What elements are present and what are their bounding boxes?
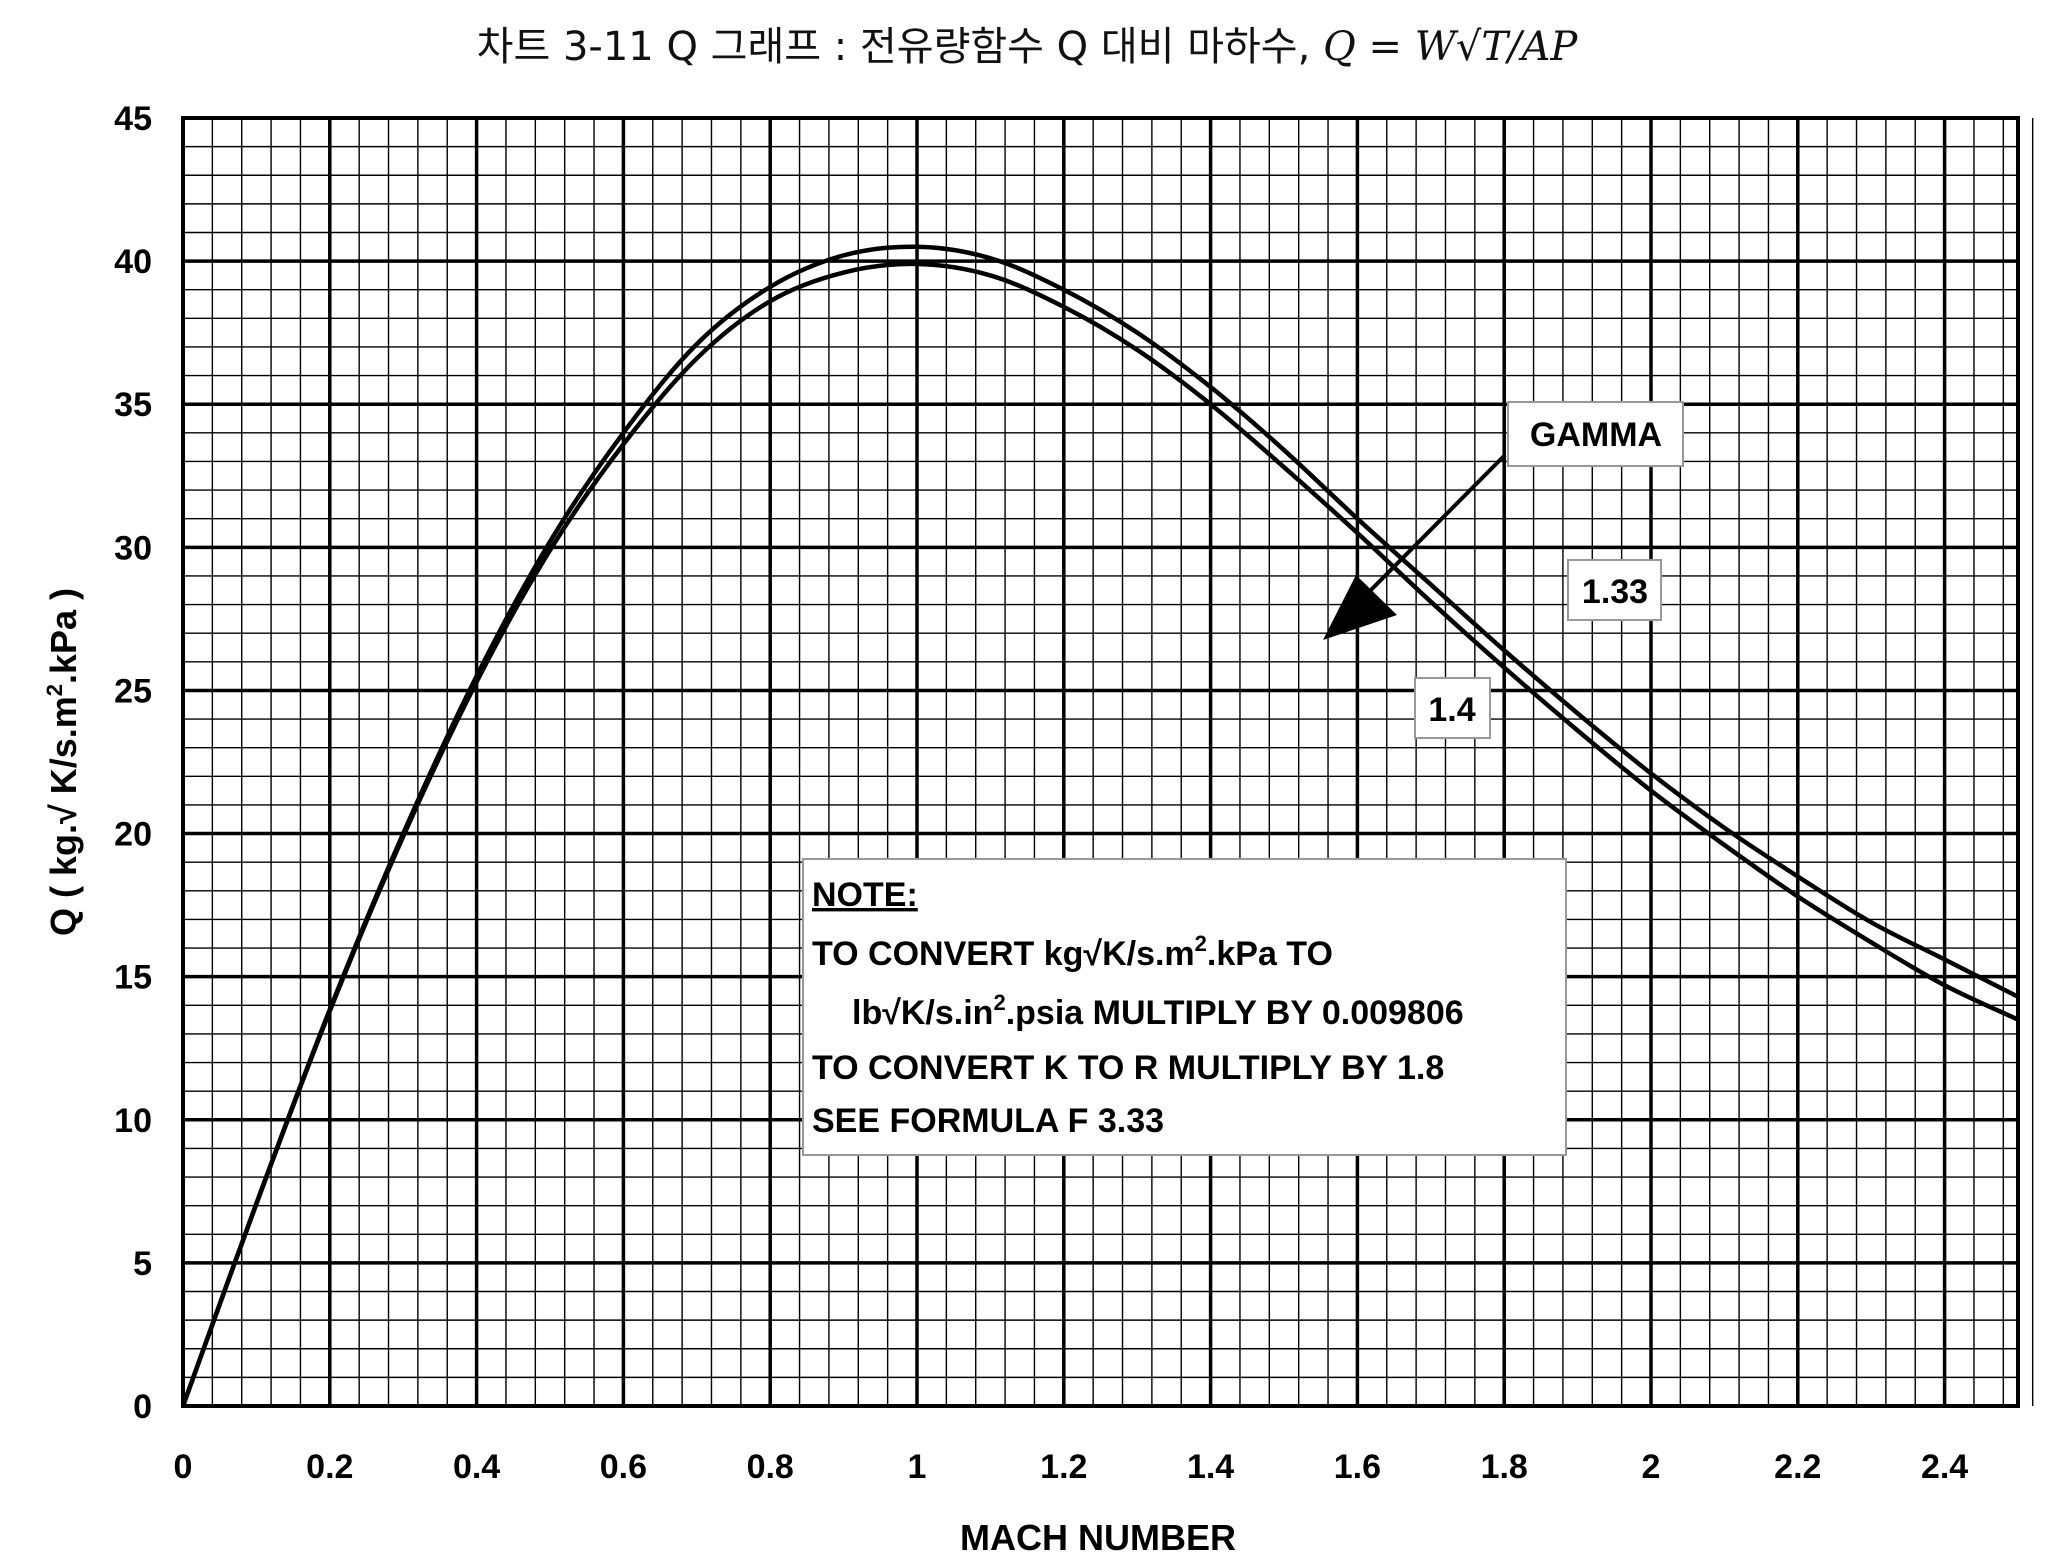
y-axis-title-prefix: Q ( kg.√ K/s.m: [43, 696, 84, 936]
chart-title: 차트 3-11 Q 그래프 : 전유량함수 Q 대비 마하수, Q = W√T/…: [0, 14, 2054, 72]
x-tick-label: 1.8: [1481, 1448, 1528, 1486]
y-tick-label: 15: [114, 959, 152, 997]
x-tick-label: 0.8: [747, 1448, 794, 1486]
x-tick-label: 1.4: [1187, 1448, 1234, 1486]
gamma-annotation: GAMMA: [1323, 401, 1684, 640]
y-tick-label: 30: [114, 529, 152, 567]
y-tick-label: 20: [114, 816, 152, 854]
x-tick-label: 0.6: [600, 1448, 647, 1486]
y-tick-label: 5: [133, 1245, 152, 1283]
y-tick-label: 35: [114, 386, 152, 424]
note-box-frame: [802, 858, 1567, 1156]
y-tick-label: 0: [133, 1388, 152, 1426]
note-line-1-suffix: .kPa TO: [1207, 935, 1333, 973]
note-heading: NOTE:: [812, 876, 918, 914]
x-axis-title: MACH NUMBER: [960, 1517, 1236, 1558]
y-tick-labels: 0 5 10 15 20 25 30 35 40 45: [114, 100, 152, 1426]
note-line-3: TO CONVERT K TO R MULTIPLY BY 1.8: [812, 1049, 1444, 1087]
x-tick-label: 2: [1642, 1448, 1661, 1486]
note-box: NOTE: TO CONVERT kg√K/s.m2.kPa TO lb√K/s…: [802, 858, 1567, 1156]
chart-title-text: 차트 3-11 Q 그래프 : 전유량함수 Q 대비 마하수,: [476, 24, 1324, 70]
gamma-arrow-line: [1356, 453, 1507, 605]
series-line-gamma-1-4: [180, 261, 2019, 1407]
gamma-label-box: [1507, 401, 1684, 467]
curve-label-14: 1.4: [1414, 677, 1491, 739]
note-line-2: lb√K/s.in2.psia MULTIPLY BY 0.009806: [852, 990, 1464, 1032]
curve-label-14-text: 1.4: [1428, 691, 1475, 729]
x-tick-labels: 0 0.2 0.4 0.6 0.8 1 1.2 1.4 1.6 1.8 2 2.2 2.4: [174, 1448, 1969, 1486]
x-tick-label: 0: [174, 1448, 193, 1486]
x-tick-label: 1: [908, 1448, 927, 1486]
y-axis-title-suffix: .kPa ): [43, 588, 84, 684]
y-axis-title: Q ( kg.√ K/s.m2.kPa ): [42, 588, 84, 936]
y-tick-label: 25: [114, 672, 152, 710]
plot-frame: [181, 116, 2020, 1408]
y-tick-label: 45: [114, 100, 152, 138]
note-line-1-sup: 2: [1195, 931, 1207, 956]
y-axis-title-sup: 2: [42, 684, 67, 696]
x-tick-label: 0.4: [453, 1448, 500, 1486]
x-tick-label: 1.6: [1334, 1448, 1381, 1486]
note-line-1: TO CONVERT kg√K/s.m2.kPa TO: [812, 931, 1333, 973]
curve-label-133-text: 1.33: [1582, 573, 1648, 611]
note-line-4: SEE FORMULA F 3.33: [812, 1102, 1164, 1140]
note-line-2-prefix: lb√K/s.in: [852, 994, 993, 1032]
x-tick-label: 0.2: [306, 1448, 353, 1486]
y-tick-label: 10: [114, 1102, 152, 1140]
series-line-gamma-1-33: [180, 244, 2020, 1407]
series-layer: [180, 244, 2020, 1407]
minor-grid: [183, 118, 2034, 1406]
x-tick-label: 2.4: [1921, 1448, 1968, 1486]
note-line-2-suffix: .psia MULTIPLY BY 0.009806: [1006, 994, 1464, 1032]
y-tick-label: 40: [114, 243, 152, 281]
gamma-label: GAMMA: [1530, 416, 1662, 454]
curve-label-133-box: [1567, 559, 1662, 621]
x-tick-label: 1.2: [1040, 1448, 1087, 1486]
curve-label-14-box: [1414, 677, 1491, 739]
note-line-1-prefix: TO CONVERT kg√K/s.m: [812, 935, 1195, 973]
gamma-arrow-head: [1323, 575, 1397, 640]
x-tick-label: 2.2: [1774, 1448, 1821, 1486]
curve-label-133: 1.33: [1567, 559, 1662, 621]
chart-title-formula: Q = W√T/AP: [1323, 24, 1578, 70]
note-line-2-sup: 2: [993, 990, 1005, 1015]
